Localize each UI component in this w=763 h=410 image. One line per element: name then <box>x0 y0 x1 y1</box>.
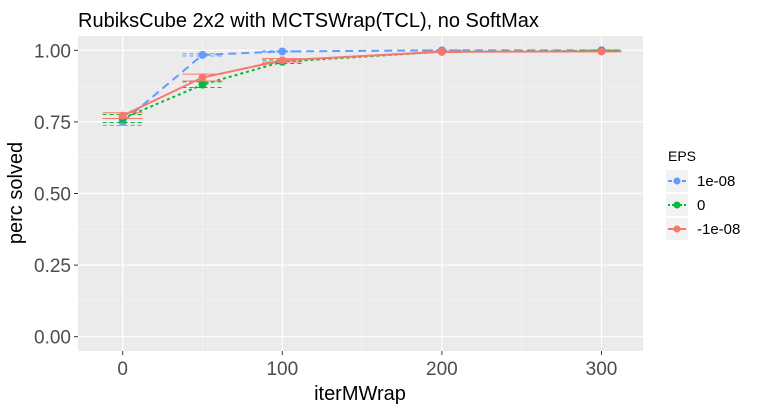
x-tick-label: 300 <box>586 359 618 380</box>
data-point <box>597 47 606 56</box>
legend-key-point <box>673 225 681 233</box>
y-axis-title: perc solved <box>5 142 27 244</box>
series-2 <box>102 47 622 120</box>
data-point <box>198 80 207 89</box>
legend-label: 1e-08 <box>697 173 735 190</box>
legend-title: EPS <box>668 148 696 164</box>
data-point <box>278 56 287 65</box>
x-tick-label: 100 <box>266 359 298 380</box>
data-point <box>278 47 287 56</box>
series-layer <box>102 46 622 126</box>
y-tick-label: 0.75 <box>34 113 71 134</box>
y-tick-label: 0.25 <box>34 256 71 277</box>
data-point <box>198 50 207 59</box>
data-point <box>437 47 446 56</box>
chart-title: RubiksCube 2x2 with MCTSWrap(TCL), no So… <box>78 10 539 32</box>
data-point <box>118 111 127 120</box>
data-point <box>198 73 207 82</box>
legend-key-point <box>673 177 681 185</box>
legend-key-point <box>673 201 681 209</box>
axis-ticks: 0.00 0.25 0.50 0.75 1.00 0 100 200 300 <box>34 41 617 380</box>
grid <box>78 36 643 351</box>
legend: EPS 1e-08 0 -1e-08 <box>666 148 740 240</box>
legend-label: -1e-08 <box>697 221 740 238</box>
x-tick-label: 0 <box>117 359 128 380</box>
x-tick-label: 200 <box>426 359 458 380</box>
y-tick-label: 1.00 <box>34 41 71 62</box>
legend-label: 0 <box>697 197 705 214</box>
y-tick-label: 0.50 <box>34 185 71 206</box>
x-axis-title: iterMWrap <box>314 383 406 405</box>
y-tick-label: 0.00 <box>34 328 71 349</box>
